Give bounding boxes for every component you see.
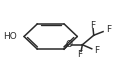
Text: O: O — [66, 40, 73, 49]
Text: F: F — [77, 50, 82, 59]
Text: F: F — [90, 21, 95, 30]
Text: F: F — [106, 25, 111, 34]
Text: HO: HO — [3, 32, 17, 41]
Text: F: F — [95, 46, 100, 55]
